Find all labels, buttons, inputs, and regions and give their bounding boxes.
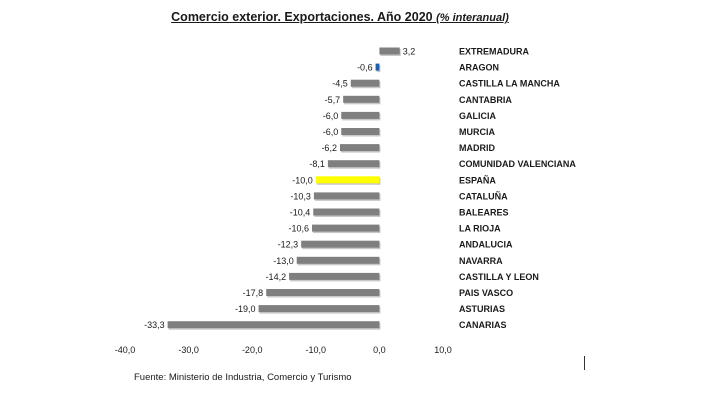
x-tick-label: -10,0: [306, 345, 327, 355]
data-label: -6,0: [323, 127, 339, 137]
chart-title: Comercio exterior. Exportaciones. Año 20…: [0, 10, 680, 24]
category-label: BALEARES: [459, 208, 509, 218]
category-label: CASTILLA Y LEON: [459, 272, 539, 282]
bar: [313, 192, 380, 200]
data-label: -19,0: [235, 304, 256, 314]
category-label: NAVARRA: [459, 256, 503, 266]
bar: [301, 240, 380, 248]
bar: [375, 63, 380, 71]
bar: [350, 79, 380, 87]
category-label: CANTABRIA: [459, 95, 512, 105]
x-tick-label: 0,0: [373, 345, 386, 355]
bar: [315, 176, 380, 184]
category-label: COMUNIDAD VALENCIANA: [459, 159, 576, 169]
data-label: -6,0: [323, 111, 339, 121]
bar: [379, 47, 400, 55]
category-label: GALICIA: [459, 111, 496, 121]
bar: [258, 305, 380, 313]
bar: [339, 144, 380, 152]
x-tick-label: 10,0: [434, 345, 452, 355]
data-label: -8,1: [309, 159, 325, 169]
bar: [296, 256, 380, 264]
data-label: -6,2: [321, 143, 337, 153]
data-label: -0,6: [357, 63, 373, 73]
bar: [167, 321, 380, 329]
bar: [313, 208, 380, 216]
category-label: MADRID: [459, 143, 495, 153]
chart-subtitle: (% interanual): [436, 12, 509, 24]
category-label: CANARIAS: [459, 320, 507, 330]
data-label: -10,4: [290, 208, 311, 218]
data-label: -17,8: [243, 288, 264, 298]
x-tick-label: -40,0: [115, 345, 136, 355]
category-label: MURCIA: [459, 127, 495, 137]
category-label: CATALUÑA: [459, 191, 508, 201]
x-tick-label: -20,0: [242, 345, 263, 355]
x-tick-label: -30,0: [178, 345, 199, 355]
data-label: -10,0: [292, 175, 313, 185]
category-label: CASTILLA LA MANCHA: [459, 79, 560, 89]
text-cursor: [584, 356, 585, 370]
category-label: ESPAÑA: [459, 175, 496, 185]
bar: [343, 95, 380, 103]
category-label: ASTURIAS: [459, 304, 505, 314]
data-label: -14,2: [266, 272, 287, 282]
category-label: EXTREMADURA: [459, 47, 530, 57]
data-label: -12,3: [278, 240, 299, 250]
data-label: -10,6: [288, 224, 309, 234]
bar: [266, 289, 380, 296]
bar: [341, 111, 380, 119]
category-label: LA RIOJA: [459, 224, 501, 234]
bar: [311, 224, 380, 232]
source-note: Fuente: Ministerio de Industria, Comerci…: [134, 372, 352, 383]
data-label: -13,0: [273, 256, 294, 266]
bar: [289, 272, 380, 280]
bar: [327, 160, 380, 168]
category-label: PAIS VASCO: [459, 288, 513, 298]
bar: [341, 128, 380, 135]
data-label: 3,2: [403, 47, 416, 57]
data-label: -4,5: [332, 79, 348, 89]
data-label: -33,3: [144, 320, 165, 330]
category-label: ARAGON: [459, 63, 499, 73]
category-label: ANDALUCIA: [459, 240, 513, 250]
data-label: -10,3: [290, 191, 311, 201]
chart-title-text: Comercio exterior. Exportaciones. Año 20…: [171, 10, 433, 24]
data-label: -5,7: [325, 95, 341, 105]
